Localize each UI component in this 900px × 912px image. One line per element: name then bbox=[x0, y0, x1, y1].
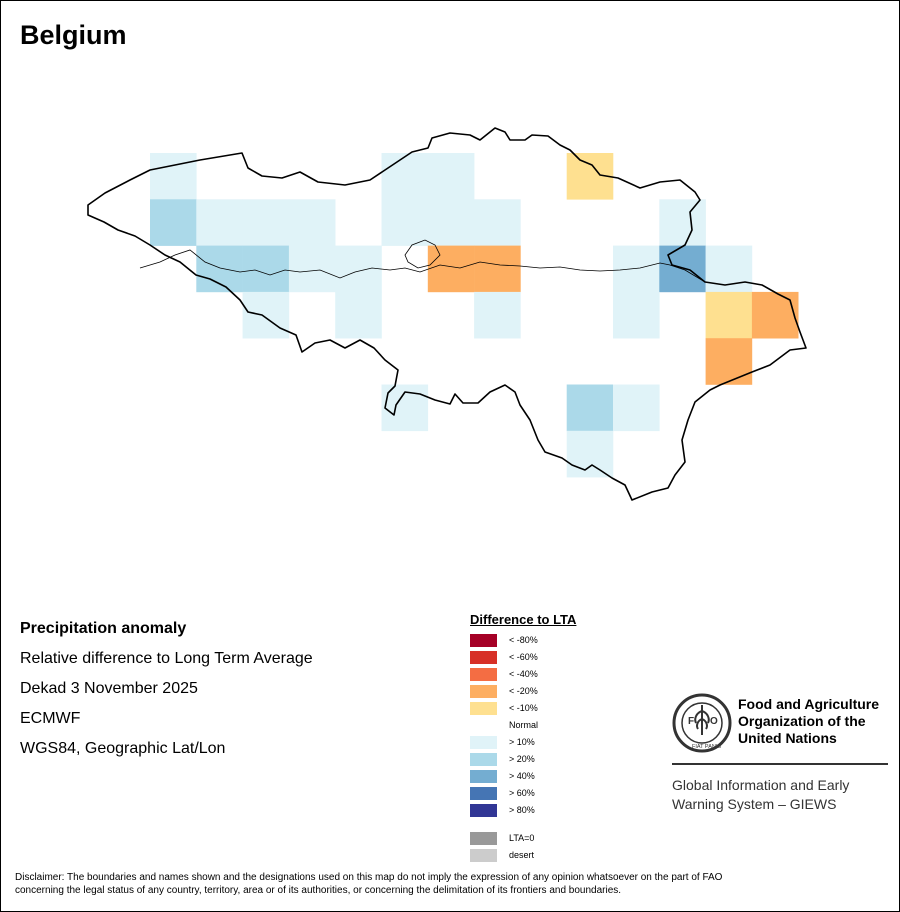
anomaly-grid bbox=[150, 153, 799, 478]
grid-cell-m20 bbox=[751, 291, 799, 339]
legend-label: < -40% bbox=[509, 669, 538, 679]
grid-cell-p10 bbox=[659, 199, 706, 246]
fao-logo: F O FIAT PANIS Food and Agriculture Orga… bbox=[672, 693, 888, 812]
emblem-letter-f: F bbox=[688, 716, 694, 727]
logo-divider bbox=[672, 763, 888, 765]
map-canvas bbox=[87, 127, 807, 501]
disclaimer-line-1: Disclaimer: The boundaries and names sho… bbox=[15, 872, 723, 883]
grid-cell-p10 bbox=[566, 430, 614, 478]
region-boundary bbox=[139, 249, 706, 283]
legend: Difference to LTA < -80% < -60% < -40% < -2… bbox=[470, 612, 577, 862]
legend-label: > 40% bbox=[509, 771, 535, 781]
grid-cell-p20 bbox=[150, 199, 197, 246]
legend-label: < -60% bbox=[509, 652, 538, 662]
grid-cell-p10 bbox=[242, 199, 290, 246]
grid-cell-p10 bbox=[427, 199, 475, 246]
legend-label: < -20% bbox=[509, 686, 538, 696]
grid-cell-p10 bbox=[150, 153, 197, 200]
grid-cell-p10 bbox=[381, 153, 429, 200]
grid-cell-p10 bbox=[613, 291, 660, 339]
org-line-1: Food and Agriculture bbox=[738, 696, 880, 712]
legend-label: > 60% bbox=[509, 788, 535, 798]
info-heading: Precipitation anomaly bbox=[20, 620, 187, 637]
legend-label: Normal bbox=[509, 720, 539, 730]
disclaimer: Disclaimer: The boundaries and names sho… bbox=[15, 871, 885, 897]
info-line-source: ECMWF bbox=[20, 710, 81, 727]
belgium-border bbox=[87, 127, 807, 501]
legend-swatch bbox=[470, 634, 497, 647]
grid-cell-p20 bbox=[566, 384, 614, 432]
legend-swatch bbox=[470, 787, 497, 800]
brussels-boundary bbox=[404, 239, 441, 269]
legend-label: > 80% bbox=[509, 805, 535, 815]
grid-cell-m10 bbox=[705, 291, 753, 339]
legend-swatch bbox=[470, 753, 497, 766]
legend-label: < -10% bbox=[509, 703, 538, 713]
legend-label: < -80% bbox=[509, 635, 538, 645]
grid-cell-p10 bbox=[474, 291, 521, 339]
legend-label: > 10% bbox=[509, 737, 535, 747]
grid-cell-p10 bbox=[613, 245, 660, 293]
legend-swatch bbox=[470, 651, 497, 664]
legend-swatch bbox=[470, 736, 497, 749]
legend-swatch bbox=[470, 685, 497, 698]
info-line-period: Dekad 3 November 2025 bbox=[20, 680, 198, 697]
grid-cell-p10 bbox=[335, 245, 382, 293]
info-line-variable: Relative difference to Long Term Average bbox=[20, 650, 313, 667]
info-line-projection: WGS84, Geographic Lat/Lon bbox=[20, 740, 226, 757]
giews-line-2: Warning System – GIEWS bbox=[672, 796, 837, 812]
map-title: Belgium bbox=[20, 20, 127, 50]
legend-label: > 20% bbox=[509, 754, 535, 764]
grid-cell-p10 bbox=[381, 199, 429, 246]
fao-emblem-icon: F O FIAT PANIS bbox=[672, 693, 732, 753]
legend-swatch bbox=[470, 849, 497, 862]
grid-cell-p20 bbox=[242, 245, 290, 293]
grid-cell-p10 bbox=[335, 291, 382, 339]
grid-cell-p10 bbox=[288, 199, 336, 246]
legend-swatch bbox=[470, 804, 497, 817]
legend-label: LTA=0 bbox=[509, 833, 535, 843]
grid-cell-p10 bbox=[288, 245, 336, 293]
fao-org-name: Food and Agriculture Organization of the… bbox=[738, 696, 898, 747]
grid-cell-p20 bbox=[196, 245, 243, 293]
grid-cell-m20 bbox=[427, 245, 475, 293]
disclaimer-line-2: concerning the legal status of any count… bbox=[15, 885, 622, 896]
grid-cell-p10 bbox=[242, 291, 290, 339]
legend-swatch bbox=[470, 668, 497, 681]
grid-cell-p10 bbox=[196, 199, 243, 246]
legend-label: desert bbox=[509, 850, 535, 860]
legend-swatch bbox=[470, 832, 497, 845]
grid-cell-p10 bbox=[613, 384, 660, 432]
legend-swatch bbox=[470, 702, 497, 715]
org-line-3: United Nations bbox=[738, 730, 837, 746]
grid-cell-m20 bbox=[474, 245, 521, 293]
grid-cell-m20 bbox=[705, 338, 753, 385]
legend-swatch bbox=[470, 770, 497, 783]
map-info: Precipitation anomaly Relative differenc… bbox=[20, 618, 313, 768]
emblem-letter-o: O bbox=[710, 716, 718, 727]
grid-cell-p10 bbox=[427, 153, 475, 200]
org-line-2: Organization of the bbox=[738, 713, 866, 729]
legend-title: Difference to LTA bbox=[470, 612, 577, 627]
emblem-motto: FIAT PANIS bbox=[692, 744, 721, 750]
giews-line-1: Global Information and Early bbox=[672, 777, 850, 793]
giews-name: Global Information and Early Warning Sys… bbox=[672, 776, 892, 814]
grid-cell-p10 bbox=[474, 199, 521, 246]
